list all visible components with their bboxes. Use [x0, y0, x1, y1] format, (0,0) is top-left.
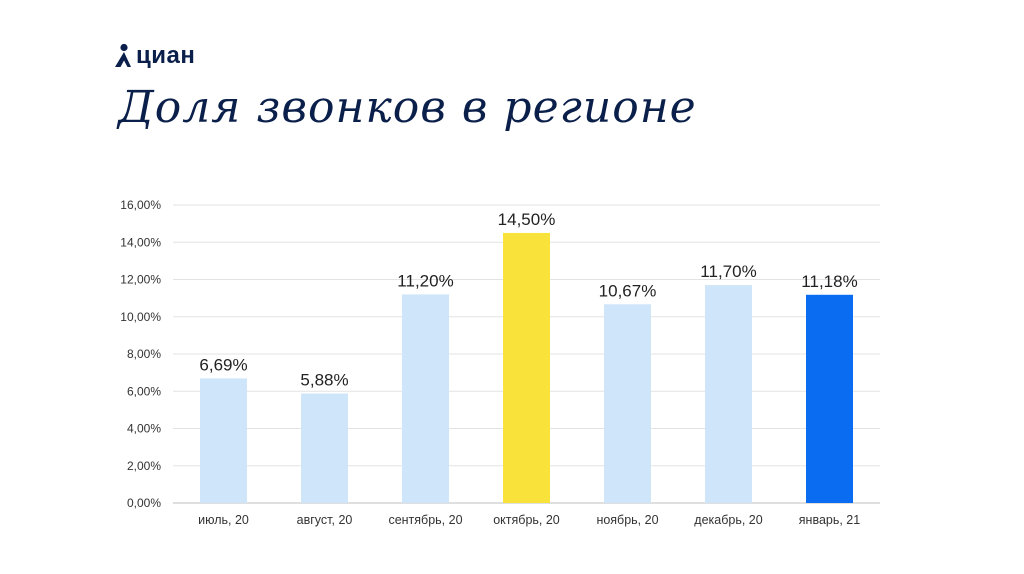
x-tick-label: октябрь, 20: [493, 513, 560, 527]
data-label: 5,88%: [300, 370, 348, 389]
x-tick-label: январь, 21: [799, 513, 860, 527]
x-tick-label: июль, 20: [198, 513, 249, 527]
y-tick-label: 16,00%: [120, 198, 161, 212]
bar: [705, 285, 752, 503]
data-label: 10,67%: [599, 281, 657, 300]
data-label: 11,70%: [700, 262, 756, 281]
y-tick-label: 14,00%: [120, 235, 161, 249]
bar: [402, 294, 449, 503]
labels-layer: 0,00% 2,00% 4,00% 6,00% 8,00% 10,00% 12,00% 14,…: [120, 198, 860, 527]
bar: [503, 232, 550, 503]
y-tick-label: 2,00%: [127, 459, 161, 473]
y-tick-label: 6,00%: [127, 384, 161, 398]
logo-icon: [115, 43, 131, 67]
y-tick-label: 12,00%: [120, 273, 161, 287]
page-title: Доля звонков в регионе: [118, 82, 697, 133]
bar: [604, 304, 651, 503]
data-label: 6,69%: [199, 355, 247, 374]
x-tick-label: август, 20: [297, 513, 353, 527]
x-tick-label: ноябрь, 20: [596, 513, 658, 527]
data-label: 14,50%: [498, 210, 556, 229]
logo: циан: [112, 42, 195, 70]
data-label: 11,20%: [397, 271, 453, 290]
logo-text: циан: [136, 42, 196, 69]
y-tick-label: 0,00%: [127, 496, 161, 510]
bars-layer: [200, 232, 853, 503]
y-tick-label: 4,00%: [127, 422, 161, 436]
y-tick-label: 8,00%: [127, 347, 161, 361]
x-tick-label: декабрь, 20: [694, 513, 762, 527]
bar: [200, 378, 247, 503]
x-tick-label: сентябрь, 20: [388, 513, 462, 527]
data-label: 11,18%: [801, 272, 857, 291]
bar: [806, 294, 853, 503]
y-tick-label: 10,00%: [120, 310, 161, 324]
bar: [301, 393, 348, 503]
